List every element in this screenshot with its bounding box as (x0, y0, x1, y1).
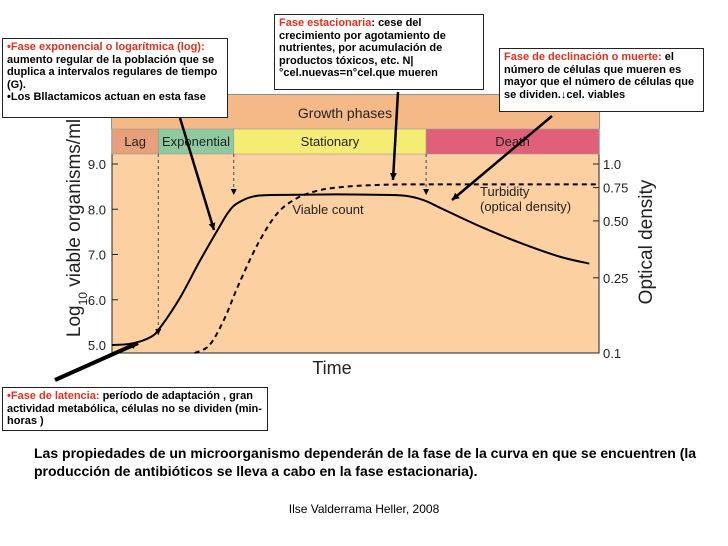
phase-label-stationary: Stationary (301, 134, 360, 149)
callout-exponential-extra: •Los Bllactamicos actuan en esta fase (7, 91, 206, 103)
annotation-optical-density: (optical density) (480, 199, 571, 214)
phase-label-exponential: Exponential (162, 134, 230, 149)
callout-lag-title: •Fase de latencia: (7, 390, 100, 402)
callout-death-text: el número de células que mueren es mayor… (504, 51, 695, 101)
chart-title: Growth phases (298, 105, 392, 121)
y2-tick-label: 0.50 (603, 214, 628, 229)
series-viable-count (111, 193, 590, 346)
y2-tick-label: 1.0 (603, 157, 621, 172)
callout-death-title: Fase de declinación o muerte: (504, 51, 662, 63)
arrow-lag (54, 341, 139, 382)
callout-stationary-phase: Fase estacionaria: cese del crecimiento … (274, 14, 484, 90)
callout-exponential-phase: •Fase exponencial o logarítmica (log): a… (2, 38, 228, 118)
callout-lag-phase: •Fase de latencia: período de adaptación… (2, 387, 268, 431)
arrow-death (451, 115, 553, 201)
slide-caption: Las propiedades de un microorganismo dep… (34, 445, 697, 479)
y-tick-label: 7.0 (88, 248, 106, 263)
callout-lag-text: período de adaptación , gran actividad m… (7, 390, 262, 427)
callout-death-phase: Fase de declinación o muerte: el número … (499, 48, 704, 112)
y2-tick-label: 0.1 (603, 346, 621, 361)
arrow-stationary (389, 91, 400, 181)
phase-band-exponential (157, 128, 235, 155)
svg-text:Log10 viable organisms/ml: Log10 viable organisms/ml (64, 119, 90, 337)
x-axis-label: Time (312, 358, 351, 378)
y-tick-label: 9.0 (88, 157, 106, 172)
y2-axis-label: Optical density (636, 179, 657, 304)
y2-tick-label: 0.25 (603, 271, 628, 286)
annotation-turbidity: Turbidity (480, 184, 530, 199)
phase-label-death: Death (495, 134, 530, 149)
phase-label-lag: Lag (124, 134, 146, 149)
annotation-viable-count: Viable count (292, 202, 364, 217)
y-axis-label: Log10 viable organisms/ml (64, 119, 90, 337)
y-tick-label: 8.0 (88, 202, 106, 217)
callout-exponential-text: aumento regular de la población que se d… (7, 53, 218, 91)
y-tick-label: 6.0 (88, 293, 106, 308)
arrow-exponential (178, 117, 216, 231)
callout-stationary-text: : cese del crecimiento por agotamiento d… (279, 17, 446, 79)
series-turbidity (194, 183, 599, 354)
callout-exponential-title: •Fase exponencial o logarítmica (log): (7, 41, 205, 53)
y-tick-label: 5.0 (88, 338, 106, 353)
slide-credit: Ilse Valderrama Heller, 2008 (288, 502, 440, 516)
y2-tick-label: 0.75 (603, 181, 628, 196)
callout-stationary-title: Fase estacionaria (279, 17, 372, 29)
